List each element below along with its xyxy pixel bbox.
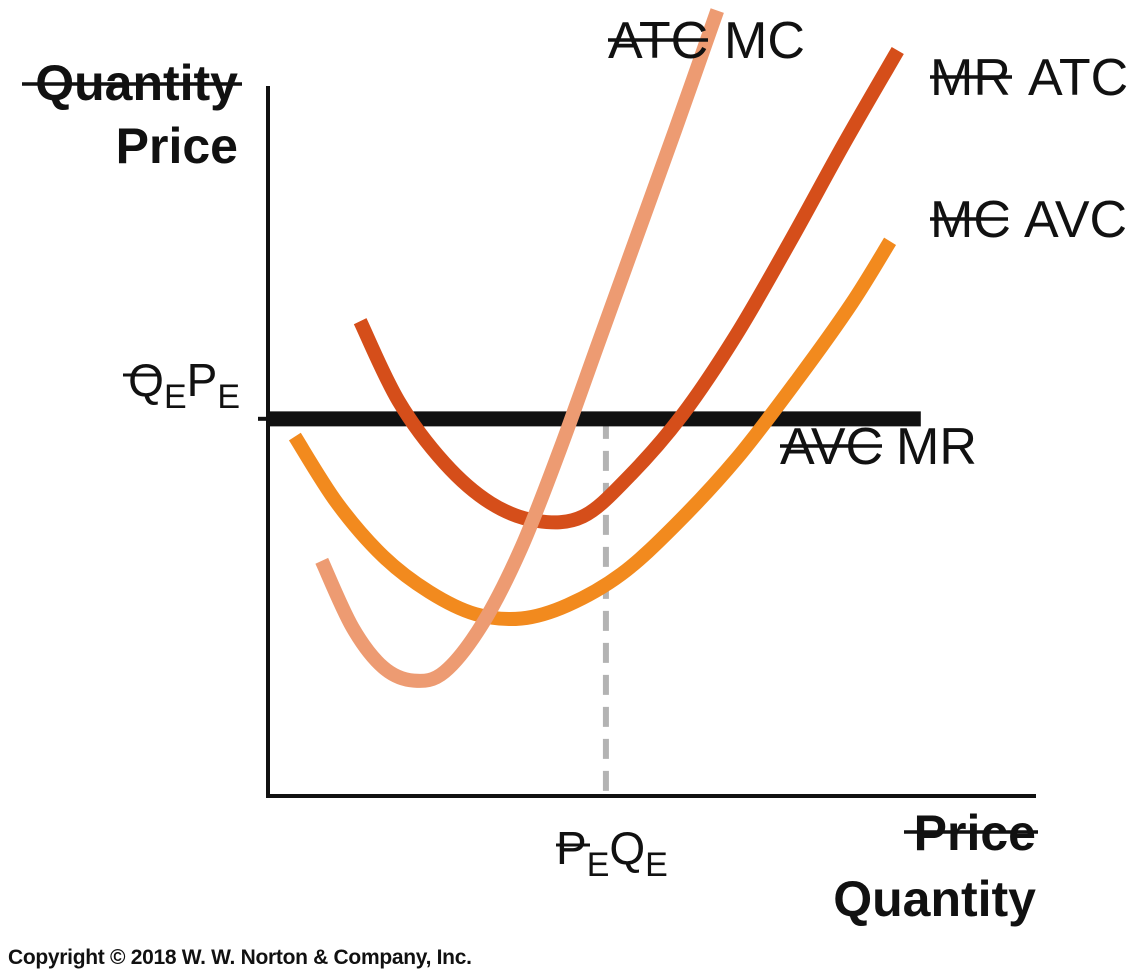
equilibrium-price-label: QEPE [123, 354, 240, 416]
y-axis-label: Price [116, 118, 238, 174]
price-label-sub: E [217, 378, 240, 416]
label-mc: ATC MC [608, 12, 805, 70]
label-atc: MR ATC [930, 49, 1128, 107]
price-label-struck: Q [128, 354, 164, 406]
x-axis-label: Quantity [833, 871, 1036, 927]
y-axis-title: Quantity Price [22, 55, 242, 174]
svg-text:QEPE: QEPE [128, 354, 240, 416]
quantity-label-struck: P [556, 822, 587, 874]
equilibrium-quantity-label: PEQE [556, 822, 668, 884]
curve-mc [315, 8, 724, 688]
label-mc-text: MC [724, 12, 805, 70]
curve-avc [288, 237, 897, 627]
price-label: P [187, 354, 218, 406]
copyright-notice: Copyright © 2018 W. W. Norton & Company,… [8, 946, 472, 969]
svg-text:PEQE: PEQE [556, 822, 668, 884]
label-avc-text: AVC [1024, 191, 1127, 249]
label-atc-text: ATC [1028, 49, 1128, 107]
curve-atc [353, 47, 904, 530]
label-mr: AVC MR [780, 418, 977, 476]
quantity-label-struck-sub: E [587, 846, 610, 884]
label-mr-text: MR [896, 418, 977, 476]
quantity-label-sub: E [645, 846, 668, 884]
label-avc: MC AVC [930, 191, 1127, 249]
price-label-struck-sub: E [164, 378, 187, 416]
x-axis-title: Price Quantity [833, 805, 1038, 927]
quantity-label: Q [609, 822, 645, 874]
